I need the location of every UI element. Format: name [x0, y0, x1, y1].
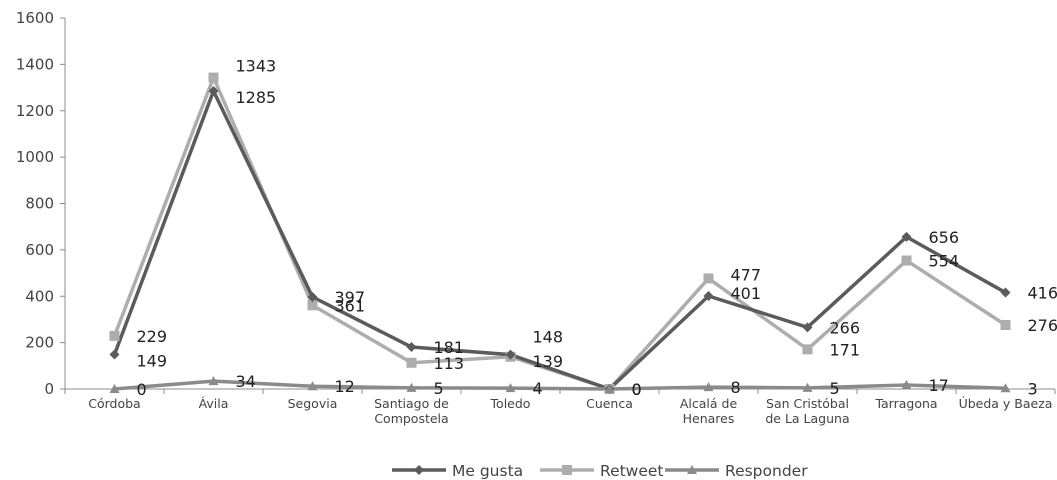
y-tick-label: 1600: [16, 9, 54, 27]
data-point: [505, 349, 516, 360]
x-tick-label: Úbeda y Baeza: [959, 396, 1053, 411]
data-point: [703, 382, 714, 392]
data-label: 181: [434, 338, 465, 357]
data-point: [406, 382, 417, 392]
data-label: 34: [236, 372, 256, 391]
data-label: 149: [137, 351, 168, 370]
legend-label: Responder: [725, 462, 808, 480]
data-label: 229: [137, 327, 168, 346]
y-tick-label: 1400: [16, 55, 54, 73]
x-tick-label: Alcalá de Henares: [680, 396, 738, 426]
data-label: 171: [830, 340, 861, 359]
x-tick-label: Toledo: [490, 396, 531, 411]
y-tick-label: 1000: [16, 148, 54, 166]
data-label: 5: [434, 379, 444, 398]
data-point: [307, 300, 318, 311]
data-point: [406, 342, 417, 353]
series-lines: [109, 72, 1011, 394]
data-label: 477: [731, 265, 762, 284]
x-tick-label: Segovia: [288, 396, 338, 411]
data-label: 17: [929, 376, 949, 395]
data-label: 5: [830, 379, 840, 398]
data-point: [406, 357, 417, 368]
data-point: [802, 322, 813, 333]
y-tick-label: 200: [25, 334, 54, 352]
data-label: 12: [335, 377, 355, 396]
y-tick-label: 800: [25, 195, 54, 213]
legend-label: Retweet: [600, 462, 664, 480]
data-point: [307, 381, 318, 391]
data-point: [901, 380, 912, 390]
data-label: 1285: [236, 88, 277, 107]
x-tick-label: Tarragona: [874, 396, 937, 411]
data-label: 361: [335, 296, 366, 315]
x-tick-label: Santiago de Compostela: [374, 396, 449, 426]
legend-label: Me gusta: [452, 462, 523, 480]
data-point: [109, 330, 120, 341]
data-point: [1000, 383, 1011, 393]
legend-marker: [687, 465, 697, 474]
data-point: [307, 291, 318, 302]
x-tick-label: Ávila: [199, 396, 229, 411]
data-label: 554: [929, 252, 960, 271]
data-label: 4: [533, 379, 543, 398]
data-point: [901, 231, 912, 242]
y-tick-label: 400: [25, 287, 54, 305]
y-tick-label: 600: [25, 241, 54, 259]
data-label: 401: [731, 284, 762, 303]
data-point: [208, 376, 219, 386]
data-point: [802, 344, 813, 355]
y-tick-label: 0: [44, 380, 54, 398]
data-point: [109, 384, 120, 393]
data-point: [1000, 287, 1011, 298]
data-point: [703, 273, 714, 284]
data-point: [703, 291, 714, 302]
x-tick-label: Cuenca: [586, 396, 633, 411]
series-line: [114, 379, 1006, 391]
data-label: 0: [632, 380, 642, 399]
data-point: [505, 383, 516, 393]
data-label: 148: [533, 328, 564, 347]
data-label: 397: [335, 288, 366, 307]
data-label: 113: [434, 354, 465, 373]
x-tick-label: Córdoba: [88, 396, 140, 411]
data-point: [1000, 320, 1011, 331]
x-tick-label: San Cristóbal de La Laguna: [765, 396, 849, 426]
legend-marker: [562, 465, 572, 475]
data-point: [802, 382, 813, 392]
data-point: [208, 72, 219, 83]
data-label: 3: [1028, 379, 1038, 398]
data-label: 0: [137, 380, 147, 399]
series-line: [112, 89, 1007, 391]
data-label: 416: [1028, 284, 1057, 303]
data-label: 656: [929, 228, 960, 247]
y-tick-label: 1200: [16, 102, 54, 120]
data-point: [604, 384, 615, 393]
data-point: [208, 86, 219, 97]
data-point: [109, 349, 120, 360]
data-label: 276: [1028, 316, 1057, 335]
data-labels: 1491285397181148040126665641622913433611…: [137, 57, 1057, 399]
data-label: 1343: [236, 57, 277, 76]
data-label: 0: [632, 380, 642, 399]
data-label: 0: [632, 380, 642, 399]
data-label: 266: [830, 318, 861, 337]
legend-marker: [414, 465, 424, 475]
data-point: [901, 255, 912, 266]
data-label: 8: [731, 378, 741, 397]
data-label: 139: [533, 352, 564, 371]
legend: Me gusta Retweet Responder: [392, 462, 808, 480]
